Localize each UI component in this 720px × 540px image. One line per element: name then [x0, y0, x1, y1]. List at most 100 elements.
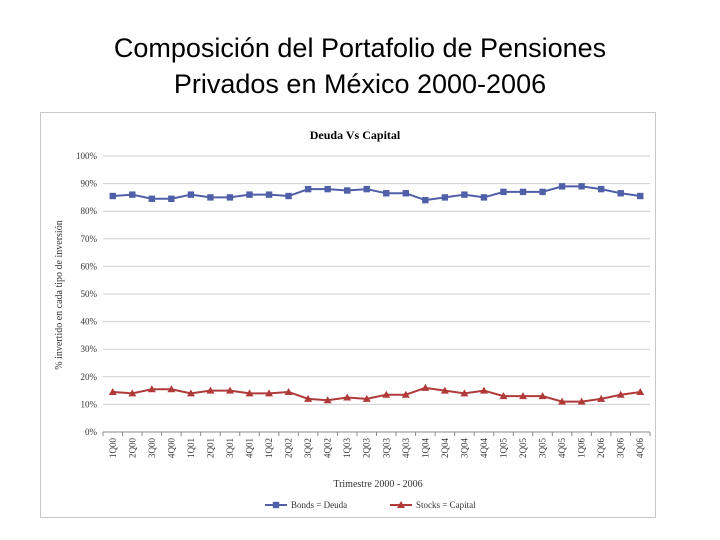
legend: Bonds = Deuda Stocks = Capital — [265, 500, 476, 510]
x-tick-label: 1Q03 — [342, 438, 352, 458]
x-tick-label: 3Q01 — [225, 438, 235, 458]
y-axis-label: % invertido en cada tipo de inversión — [54, 220, 65, 369]
data-point — [285, 192, 292, 200]
data-point — [636, 387, 645, 395]
data-point — [401, 390, 410, 398]
x-tick-label: 1Q05 — [498, 438, 508, 458]
y-tick-label: 80% — [81, 206, 98, 216]
x-tick-label: 3Q05 — [538, 438, 548, 458]
data-point — [617, 190, 624, 197]
series-stocks-capital — [108, 383, 645, 405]
data-point — [422, 196, 429, 204]
data-point — [362, 394, 371, 402]
data-point — [304, 394, 313, 402]
x-tick-label: 3Q06 — [616, 438, 626, 458]
x-tick-label: 4Q05 — [557, 438, 567, 458]
data-point — [225, 386, 234, 394]
data-point — [440, 386, 449, 394]
data-point — [147, 385, 156, 393]
data-point — [519, 392, 528, 400]
data-point — [304, 185, 312, 193]
slide-title-line-1: Composición del Portafolio de Pensiones — [113, 33, 607, 63]
legend-label: Bonds = Deuda — [291, 500, 347, 510]
slide-title-line-2: Privados en México 2000-2006 — [173, 69, 547, 99]
y-tick-label: 10% — [81, 399, 98, 409]
series-line — [112, 185, 641, 202]
data-point — [539, 188, 546, 196]
data-point — [284, 387, 293, 395]
legend-label: Stocks = Capital — [416, 500, 476, 510]
series-line — [112, 386, 641, 403]
x-axis-tick-labels: 1Q00 2Q00 3Q00 4Q00 1Q01 2Q01 3Q01 4Q01 1Q02 2Q02… — [108, 438, 645, 458]
chart-title: Deuda Vs Capital — [310, 128, 401, 142]
data-point — [186, 389, 195, 397]
y-tick-label: 100% — [76, 151, 98, 161]
data-point — [246, 191, 253, 198]
data-point — [382, 390, 391, 398]
x-tick-label: 3Q00 — [147, 438, 157, 458]
x-tick-label: 2Q06 — [596, 438, 606, 458]
gridlines — [102, 155, 651, 436]
data-point — [207, 194, 214, 201]
x-tick-label: 4Q02 — [323, 438, 333, 458]
x-tick-label: 2Q02 — [284, 438, 294, 458]
x-tick-label: 1Q06 — [577, 438, 587, 458]
legend-item: Stocks = Capital — [390, 500, 476, 510]
x-tick-label: 4Q04 — [479, 438, 489, 458]
data-point — [167, 385, 176, 393]
y-tick-label: 60% — [81, 261, 98, 271]
x-tick-label: 2Q05 — [518, 438, 528, 458]
y-tick-label: 20% — [81, 372, 98, 382]
y-tick-label: 50% — [81, 289, 98, 299]
legend-swatch-marker — [397, 501, 405, 508]
data-point — [206, 386, 215, 394]
data-point — [343, 393, 352, 401]
data-point — [323, 396, 332, 404]
x-tick-label: 4Q06 — [635, 438, 645, 458]
series-layer — [108, 183, 645, 405]
data-point — [480, 194, 488, 201]
data-point — [538, 392, 547, 400]
data-point — [402, 190, 410, 197]
slide-title: Composición del Portafolio de Pensiones … — [0, 30, 720, 102]
data-point — [500, 188, 507, 196]
data-point — [265, 191, 273, 198]
x-tick-label: 3Q03 — [381, 438, 391, 458]
data-point — [637, 192, 644, 200]
data-point — [460, 389, 469, 397]
data-point — [324, 185, 331, 193]
x-tick-label: 1Q01 — [186, 438, 196, 458]
x-tick-label: 4Q03 — [401, 438, 411, 458]
data-point — [441, 194, 449, 201]
data-point — [479, 386, 488, 394]
data-point — [129, 191, 136, 198]
x-tick-label: 1Q04 — [420, 438, 430, 458]
x-tick-label: 4Q01 — [245, 438, 255, 458]
x-tick-label: 2Q01 — [205, 438, 215, 458]
x-tick-label: 1Q02 — [264, 438, 274, 458]
data-point — [499, 392, 508, 400]
data-point — [108, 387, 117, 395]
data-point — [343, 187, 351, 194]
data-point — [226, 194, 234, 201]
legend-swatch-marker — [272, 501, 280, 509]
data-point — [577, 397, 586, 405]
y-tick-label: 0% — [85, 427, 98, 437]
x-tick-label: 2Q03 — [362, 438, 372, 458]
chart-frame — [40, 112, 656, 518]
data-point — [383, 190, 390, 197]
data-point — [519, 188, 527, 196]
data-point — [187, 191, 195, 198]
data-point — [363, 185, 370, 193]
x-tick-label: 1Q00 — [108, 438, 118, 458]
legend-item: Bonds = Deuda — [265, 500, 347, 510]
data-point — [128, 389, 137, 397]
x-tick-label: 3Q02 — [303, 438, 313, 458]
x-tick-label: 4Q00 — [166, 438, 176, 458]
y-axis-tick-labels: 0% 10% 20% 30% 40% 50% 60% 70% 80% 90% 100% — [76, 151, 98, 437]
y-tick-label: 90% — [81, 179, 98, 189]
data-point — [597, 394, 606, 402]
data-point — [597, 185, 605, 193]
x-tick-label: 2Q04 — [440, 438, 450, 458]
